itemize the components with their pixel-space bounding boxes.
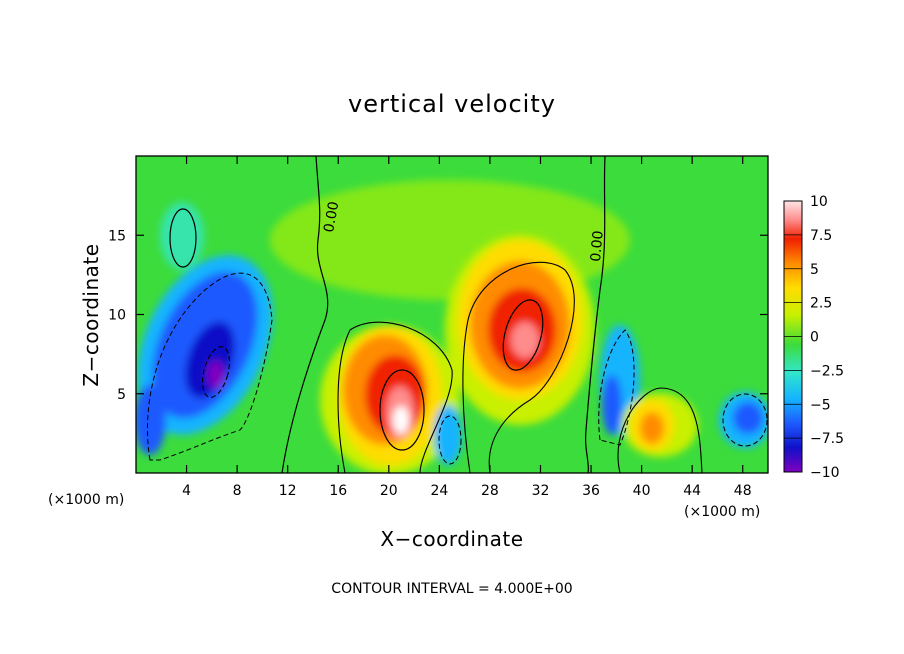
contour-west-updraft (337, 321, 453, 473)
x-tick-label: 16 (329, 483, 347, 499)
far-east-updraft-orange (640, 412, 664, 444)
y-tick-label: 15 (108, 228, 126, 244)
colorbar-ticks: 10 7.5 5 2.5 0 −2.5 −5 −7.5 −10 (784, 194, 844, 481)
colorbar-tick-label: −10 (810, 465, 840, 481)
x-tick-label: 48 (734, 483, 752, 499)
dashed-west-core (202, 346, 230, 398)
x-tick-label: 40 (633, 483, 651, 499)
y-tick-label: 10 (108, 308, 126, 324)
x-tick-label: 12 (279, 483, 297, 499)
west-updraft-core (393, 406, 409, 434)
east-updraft-pink (511, 322, 539, 358)
contour-east-updraft (462, 261, 575, 473)
dashed-mid (438, 415, 462, 465)
chart-title: vertical velocity (348, 90, 556, 118)
east-downdraft-blue (602, 375, 622, 435)
contour-far-east-updraft (617, 387, 703, 473)
x-tick-label: 28 (481, 483, 499, 499)
y-axis-ticks: 5 10 15 (108, 228, 768, 403)
contour-east-core (502, 299, 544, 371)
dashed-far-east (722, 393, 768, 447)
x-tick-label: 44 (683, 483, 701, 499)
x-axis-label: X−coordinate (380, 527, 523, 551)
x-tick-label: 24 (430, 483, 448, 499)
colorbar-tick-label: 0 (810, 330, 819, 346)
west-downdraft-core (208, 361, 224, 389)
colorbar-tick-label: −2.5 (810, 363, 844, 379)
colorbar-tick-label: −7.5 (810, 431, 844, 447)
x-tick-label: 20 (380, 483, 398, 499)
y-tick-label: 5 (117, 387, 126, 403)
x-tick-label: 36 (582, 483, 600, 499)
colorbar-tick-label: 7.5 (810, 228, 832, 244)
x-unit-left: (×1000 m) (48, 492, 124, 508)
contour-west-core (379, 369, 425, 451)
x-tick-label: 32 (532, 483, 550, 499)
y-axis-label: Z−coordinate (79, 243, 103, 386)
edge-downdraft (136, 385, 166, 455)
mid-downdraft (434, 405, 462, 465)
dashed-east-downdraft (598, 329, 635, 446)
x-unit-right: (×1000 m) (684, 504, 760, 520)
zero-contour-east (584, 156, 606, 473)
contour-upper (169, 208, 197, 268)
far-east-downdraft-blue (733, 402, 763, 434)
dashed-west-downdraft (147, 272, 273, 461)
colorbar-tick-label: −5 (810, 397, 831, 413)
colorbar-tick-label: 10 (810, 194, 828, 210)
colorbar-tick-label: 5 (810, 262, 819, 278)
colorbar-tick-label: 2.5 (810, 296, 832, 312)
zero-contour-label-east: 0.00 (588, 230, 607, 262)
velocity-field: 0.00 0.00 (136, 156, 768, 473)
x-axis-ticks: 4 8 12 16 20 24 28 32 36 40 44 48 (182, 156, 752, 499)
upper-weak-downdraft (160, 202, 204, 270)
contour-interval-note: CONTOUR INTERVAL = 4.000E+00 (331, 581, 572, 597)
x-tick-label: 4 (182, 483, 191, 499)
zero-contour-west (281, 156, 329, 473)
zero-contour-label-west: 0.00 (321, 200, 342, 233)
x-tick-label: 8 (233, 483, 242, 499)
